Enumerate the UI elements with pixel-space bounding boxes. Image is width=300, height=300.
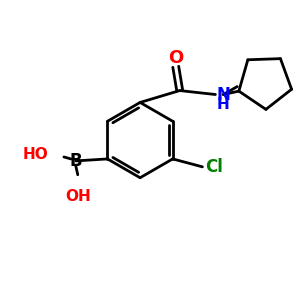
- Text: O: O: [168, 49, 183, 67]
- Text: H: H: [216, 97, 229, 112]
- Text: Cl: Cl: [206, 158, 223, 176]
- Text: HO: HO: [22, 148, 48, 163]
- Text: OH: OH: [65, 189, 91, 204]
- Text: N: N: [216, 85, 230, 103]
- Text: B: B: [70, 152, 82, 170]
